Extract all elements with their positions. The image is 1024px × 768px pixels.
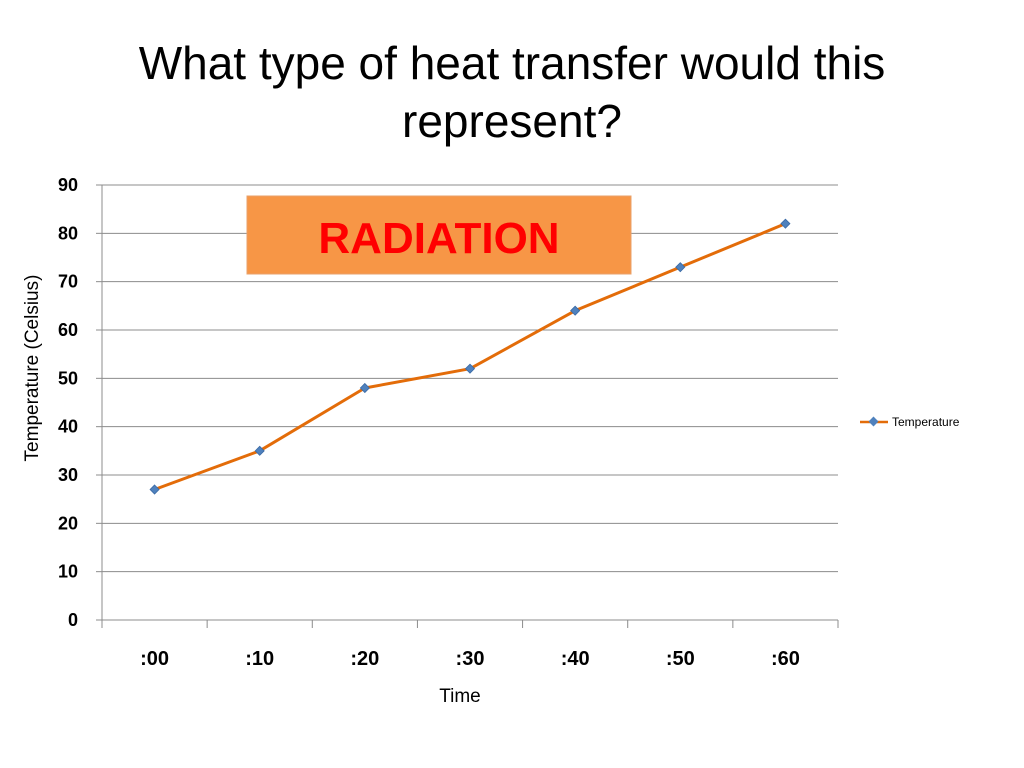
data-point [254,445,265,456]
legend-marker [868,416,879,427]
data-point [780,218,791,229]
y-tick-label: 60 [58,320,78,340]
legend-label: Temperature [892,415,960,429]
data-point [149,484,160,495]
data-point [570,305,581,316]
callout-text: RADIATION [318,214,559,263]
y-tick-label: 40 [58,417,78,437]
callout-box: RADIATION [246,195,632,275]
data-point [359,382,370,394]
y-tick-label: 80 [58,223,78,243]
x-axis-title: Time [439,686,481,707]
y-axis: 0 10 20 30 40 50 60 70 80 90 [58,175,103,630]
y-tick-label: 90 [58,175,78,195]
x-tick-label: :50 [666,648,695,670]
data-point [675,262,686,273]
x-tick-label: :40 [561,648,590,670]
x-tick-label: :20 [350,648,379,670]
x-tick-label: :00 [140,648,169,670]
x-axis: :00 :10 :20 :30 :40 :50 :60 [101,619,839,670]
x-tick-label: :10 [245,648,274,670]
y-tick-label: 70 [58,272,78,292]
x-tick-label: :30 [456,648,485,670]
series-layer [149,218,791,495]
callout-background [246,195,632,275]
y-tick-label: 30 [58,465,78,485]
x-tick-label: :60 [771,648,800,670]
data-point [464,363,476,374]
y-axis-title: Temperature (Celsius) [22,275,43,462]
y-tick-label: 20 [58,513,78,533]
legend: Temperature [860,415,960,429]
slide-title: What type of heat transfer would this re… [138,37,886,147]
y-tick-label: 10 [58,562,78,582]
y-tick-label: 50 [58,368,78,388]
y-tick-label: 0 [68,610,78,630]
